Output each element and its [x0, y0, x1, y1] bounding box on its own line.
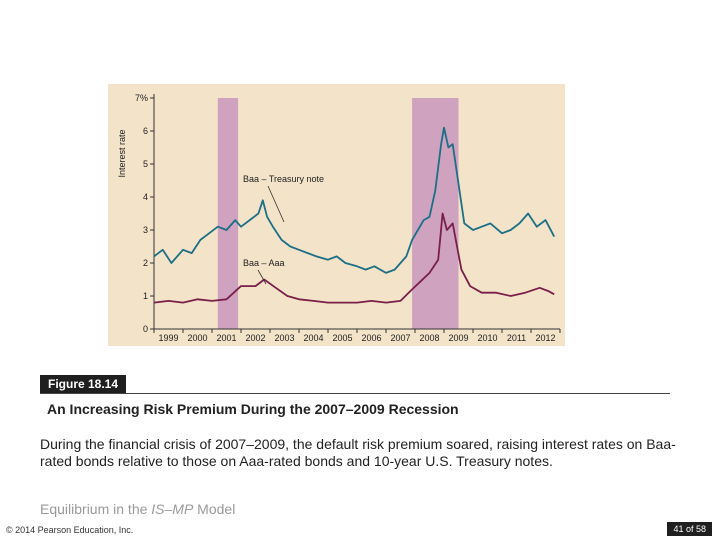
figure-title: An Increasing Risk Premium During the 20… [47, 401, 459, 417]
y-axis-label: Interest rate [117, 129, 127, 177]
risk-premium-chart: 0 1 2 3 4 5 6 7% Interest rate 1999 2000 2001 2002 20… [117, 93, 561, 343]
x-tick-label: 2006 [361, 333, 381, 343]
section-model: IS–MP [151, 501, 194, 517]
copyright-notice: © 2014 Pearson Education, Inc. [6, 525, 134, 535]
x-tick-label: 2000 [187, 333, 207, 343]
x-tick-label: 2010 [477, 333, 497, 343]
x-tick-label: 2012 [535, 333, 555, 343]
x-tick-label: 2002 [245, 333, 265, 343]
x-tick-label: 1999 [158, 333, 178, 343]
figure-caption: During the financial crisis of 2007–2009… [40, 436, 676, 469]
y-tick-label: 0 [143, 324, 148, 334]
x-tick-label: 2009 [448, 333, 468, 343]
recession-band-1 [412, 98, 459, 329]
y-tick-label: 1 [143, 291, 148, 301]
series-line-1 [153, 212, 555, 304]
y-tick-label: 4 [143, 192, 148, 202]
series-annotation-0: Baa – Treasury note [243, 174, 324, 184]
y-tick-label: 7% [135, 93, 148, 103]
section-prefix: Equilibrium in the [40, 501, 152, 517]
y-tick-label: 6 [143, 126, 148, 136]
figure-label: Figure 18.14 [40, 375, 127, 394]
x-tick-label: 2004 [303, 333, 323, 343]
annotation-leader-1 [257, 269, 267, 285]
x-tick-label: 2008 [419, 333, 439, 343]
x-tick-label: 2011 [507, 333, 526, 343]
page-number: 41 of 58 [667, 522, 712, 536]
recession-band-0 [217, 98, 239, 329]
y-tick-label: 5 [143, 159, 148, 169]
section-suffix: Model [193, 501, 236, 517]
x-tick-label: 2001 [216, 333, 236, 343]
series-annotation-1: Baa – Aaa [243, 258, 285, 268]
x-tick-label: 2003 [274, 333, 294, 343]
y-tick-label: 3 [143, 225, 148, 235]
series-line-0 [153, 126, 555, 274]
x-tick-label: 2007 [390, 333, 410, 343]
figure-label-bar: Figure 18.14 [40, 375, 670, 394]
section-title: Equilibrium in the IS–MP Model [40, 501, 235, 517]
chart-panel: 0 1 2 3 4 5 6 7% Interest rate 1999 2000 2001 2002 20… [108, 84, 565, 346]
annotation-leader-0 [267, 185, 285, 223]
figure-divider [40, 393, 670, 394]
x-tick-label: 2005 [332, 333, 352, 343]
y-tick-label: 2 [143, 258, 148, 268]
